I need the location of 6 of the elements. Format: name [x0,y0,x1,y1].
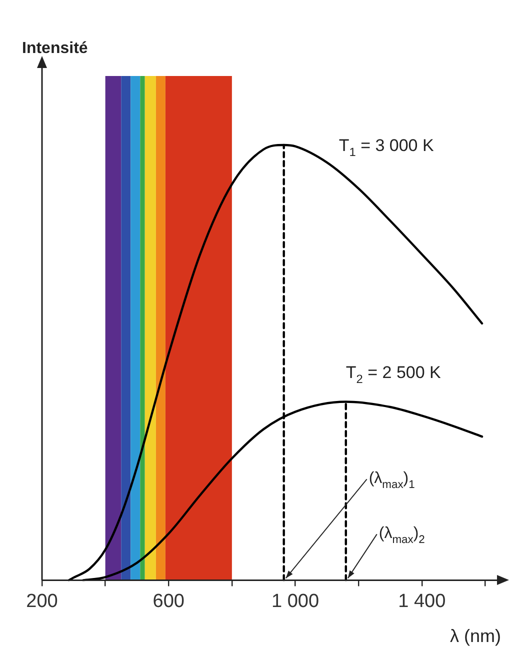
x-axis-title: λ (nm) [450,626,502,646]
x-tick-label: 1 000 [271,590,320,612]
x-tick-label: 200 [26,590,58,612]
text: Intensité [22,40,88,57]
x-tick-label: 1 400 [398,590,446,612]
x-tick-label: 600 [152,590,184,612]
